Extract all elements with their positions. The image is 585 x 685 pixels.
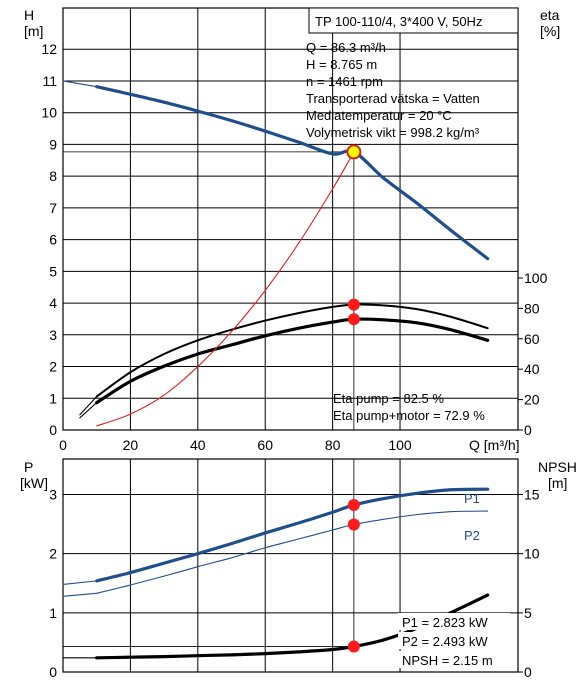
eta-point-marker (347, 298, 360, 311)
x-tick-label: 80 (325, 437, 341, 453)
info-line: Mediatemperatur = 20 °C (306, 108, 452, 123)
power-value-line: NPSH = 2.15 m (402, 653, 493, 668)
y-tick-label-eta: 100 (524, 270, 548, 286)
value-line-bg (398, 632, 510, 649)
y-tick-label-h: 10 (41, 105, 57, 121)
y-tick-label-eta: 20 (524, 392, 540, 408)
y-tick-label-p: 3 (49, 487, 57, 503)
h-axis-title: H (24, 7, 34, 23)
y-tick-label-h: 8 (49, 168, 57, 184)
y-tick-label-eta: 0 (524, 422, 532, 438)
series-label-p2: P2 (464, 528, 480, 543)
eta-value-line: Eta pump+motor = 72.9 % (333, 408, 485, 423)
x-tick-label: 40 (190, 437, 206, 453)
top-series-line-6 (96, 151, 355, 427)
top-series-line-1 (62, 80, 98, 88)
duty-point-marker (346, 144, 362, 160)
y-tick-label-p: 0 (49, 664, 57, 680)
bottom-series-line-3 (62, 592, 98, 597)
series-label-p1: P1 (464, 491, 480, 506)
y-tick-label-h: 12 (41, 41, 57, 57)
y-tick-label-eta: 40 (524, 361, 540, 377)
top-series-line-3 (95, 317, 490, 405)
power-point-marker (347, 518, 360, 531)
value-line-bg (398, 613, 510, 630)
y-tick-label-npsh: 10 (524, 546, 540, 562)
top-series-line-2 (95, 303, 489, 398)
pump-label-box (308, 7, 519, 34)
bottom-plot-frame (62, 458, 519, 673)
power-value-line: P2 = 2.493 kW (402, 634, 488, 649)
power-value-line: P1 = 2.823 kW (402, 615, 488, 630)
top-series-line-0 (95, 85, 490, 261)
y-tick-label-h: 9 (49, 136, 57, 152)
y-tick-label-h: 2 (49, 359, 57, 375)
y-tick-label-npsh: 5 (524, 605, 532, 621)
info-line: n = 1461 rpm (306, 74, 383, 89)
y-tick-label-npsh: 15 (524, 487, 540, 503)
eta-value-line: Eta pump = 82.5 % (333, 391, 444, 406)
info-line: Volymetrisk vikt = 998.2 kg/m³ (306, 125, 480, 140)
npsh-axis-title: NPSH (538, 459, 577, 475)
eta-axis-title: eta (540, 7, 560, 23)
top-series-line-4 (79, 396, 98, 416)
info-line: Q = 86.3 m³/h (306, 40, 386, 55)
npsh-axis-unit: [m] (548, 475, 567, 491)
x-tick-label: 20 (123, 437, 139, 453)
y-tick-label-h: 6 (49, 232, 57, 248)
x-tick-label: 60 (257, 437, 273, 453)
top-plot-frame (62, 7, 519, 431)
y-tick-label-h: 11 (42, 73, 57, 89)
y-tick-label-npsh: 0 (524, 664, 532, 680)
x-tick-label: 100 (388, 437, 412, 453)
y-tick-label-h: 0 (49, 422, 57, 438)
p-axis-title: P (24, 459, 33, 475)
info-line: Transporterad vätska = Vatten (306, 91, 480, 106)
bottom-series-line-1 (96, 510, 489, 594)
y-tick-label-eta: 80 (524, 300, 540, 316)
eta-point-marker (347, 313, 360, 326)
x-axis-label: Q [m³/h] (469, 437, 520, 453)
pump-label: TP 100-110/4, 3*400 V, 50Hz (315, 14, 482, 29)
p-axis-unit: [kW] (20, 475, 48, 491)
y-tick-label-eta: 60 (524, 331, 540, 347)
y-tick-label-p: 2 (49, 546, 57, 562)
h-axis-unit: [m] (24, 23, 43, 39)
y-tick-label-h: 5 (49, 263, 57, 279)
eta-axis-unit: [%] (540, 23, 560, 39)
x-tick-label: 0 (59, 437, 67, 453)
bottom-series-line-2 (62, 580, 98, 585)
y-tick-label-h: 1 (49, 390, 57, 406)
y-tick-label-h: 3 (49, 327, 57, 343)
bottom-series-line-0 (95, 487, 490, 583)
y-tick-label-h: 7 (49, 200, 57, 216)
power-point-marker (347, 640, 360, 653)
info-line: H = 8.765 m (306, 57, 377, 72)
power-point-marker (347, 498, 360, 511)
y-tick-label-p: 1 (49, 605, 57, 621)
top-plot-area (63, 8, 518, 430)
value-line-bg (398, 651, 510, 668)
y-tick-label-h: 4 (49, 295, 57, 311)
top-series-line-5 (79, 402, 98, 419)
